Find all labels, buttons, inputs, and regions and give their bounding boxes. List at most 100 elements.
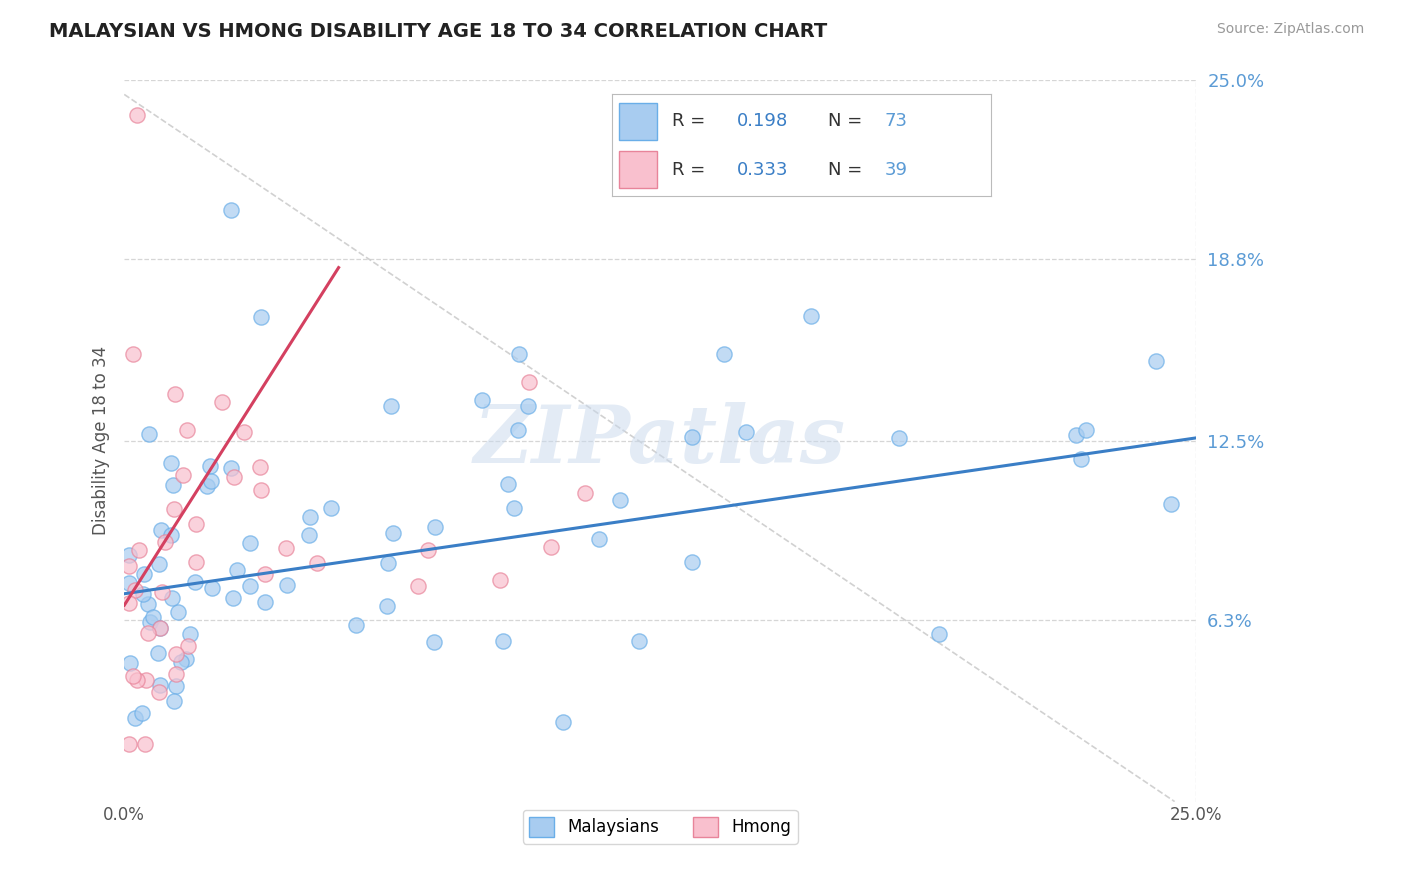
Point	[492, 634, 515, 648]
Point	[1144, 353, 1167, 368]
Point	[508, 347, 530, 361]
Point	[128, 543, 150, 558]
Point	[508, 423, 530, 437]
Point	[238, 579, 260, 593]
Point	[224, 470, 246, 484]
Point	[609, 493, 631, 508]
Point	[627, 634, 650, 648]
Text: 39: 39	[884, 161, 908, 178]
Point	[148, 685, 170, 699]
Point	[423, 520, 446, 534]
Point	[503, 500, 526, 515]
Point	[163, 501, 186, 516]
Point	[681, 555, 703, 569]
Point	[134, 737, 156, 751]
Point	[471, 393, 494, 408]
FancyBboxPatch shape	[619, 151, 657, 188]
Point	[681, 430, 703, 444]
Point	[149, 622, 172, 636]
Point	[148, 622, 170, 636]
Point	[298, 528, 321, 542]
Point	[170, 655, 193, 669]
Point	[489, 574, 512, 588]
Point	[406, 578, 429, 592]
Point	[250, 310, 273, 324]
Point	[200, 474, 222, 488]
Point	[138, 597, 160, 611]
Point	[165, 647, 187, 661]
Point	[198, 458, 221, 473]
Point	[118, 656, 141, 670]
Point	[176, 423, 198, 437]
Point	[519, 375, 541, 389]
Point	[174, 652, 197, 666]
Point	[136, 625, 159, 640]
Point	[253, 594, 276, 608]
Point	[117, 576, 139, 591]
Point	[162, 478, 184, 492]
Point	[588, 533, 610, 547]
Point	[1070, 452, 1092, 467]
Point	[498, 477, 520, 491]
Point	[125, 107, 148, 121]
Point	[416, 543, 439, 558]
Point	[735, 425, 758, 439]
Point	[125, 673, 148, 688]
Point	[148, 557, 170, 571]
Point	[344, 617, 367, 632]
Point	[166, 605, 188, 619]
Point	[540, 540, 562, 554]
Point	[298, 509, 321, 524]
Point	[516, 399, 538, 413]
Point	[117, 596, 139, 610]
Point	[249, 460, 271, 475]
Point	[124, 711, 146, 725]
Point	[1064, 428, 1087, 442]
Point	[159, 528, 181, 542]
Point	[150, 524, 173, 538]
Text: ZIPatlas: ZIPatlas	[474, 402, 846, 480]
Point	[250, 483, 273, 497]
Point	[150, 584, 173, 599]
Point	[153, 535, 176, 549]
Point	[142, 609, 165, 624]
Point	[163, 693, 186, 707]
Point	[132, 587, 155, 601]
Point	[713, 347, 735, 361]
Point	[160, 591, 183, 606]
Point	[574, 486, 596, 500]
Point	[195, 479, 218, 493]
Point	[159, 456, 181, 470]
Point	[179, 626, 201, 640]
Point	[928, 627, 950, 641]
Text: R =: R =	[672, 161, 706, 178]
Point	[122, 669, 145, 683]
Point	[121, 347, 143, 361]
Point	[118, 558, 141, 573]
Point	[1160, 497, 1182, 511]
Point	[375, 599, 398, 614]
Text: R =: R =	[672, 112, 706, 130]
Point	[138, 426, 160, 441]
Point	[319, 501, 342, 516]
Point	[184, 574, 207, 589]
Point	[201, 581, 224, 595]
Point	[186, 555, 208, 569]
Point	[381, 526, 404, 541]
Text: N =: N =	[828, 112, 862, 130]
Y-axis label: Disability Age 18 to 34: Disability Age 18 to 34	[93, 346, 110, 535]
Text: MALAYSIAN VS HMONG DISABILITY AGE 18 TO 34 CORRELATION CHART: MALAYSIAN VS HMONG DISABILITY AGE 18 TO …	[49, 22, 828, 41]
Point	[889, 432, 911, 446]
Point	[226, 563, 249, 577]
Text: 0.333: 0.333	[737, 161, 789, 178]
Point	[172, 467, 194, 482]
Point	[1074, 423, 1097, 437]
Point	[124, 582, 146, 597]
Point	[233, 425, 256, 439]
Point	[165, 667, 187, 681]
Point	[253, 566, 276, 581]
Point	[377, 557, 399, 571]
Text: 73: 73	[884, 112, 908, 130]
Point	[239, 535, 262, 549]
Point	[163, 387, 186, 401]
